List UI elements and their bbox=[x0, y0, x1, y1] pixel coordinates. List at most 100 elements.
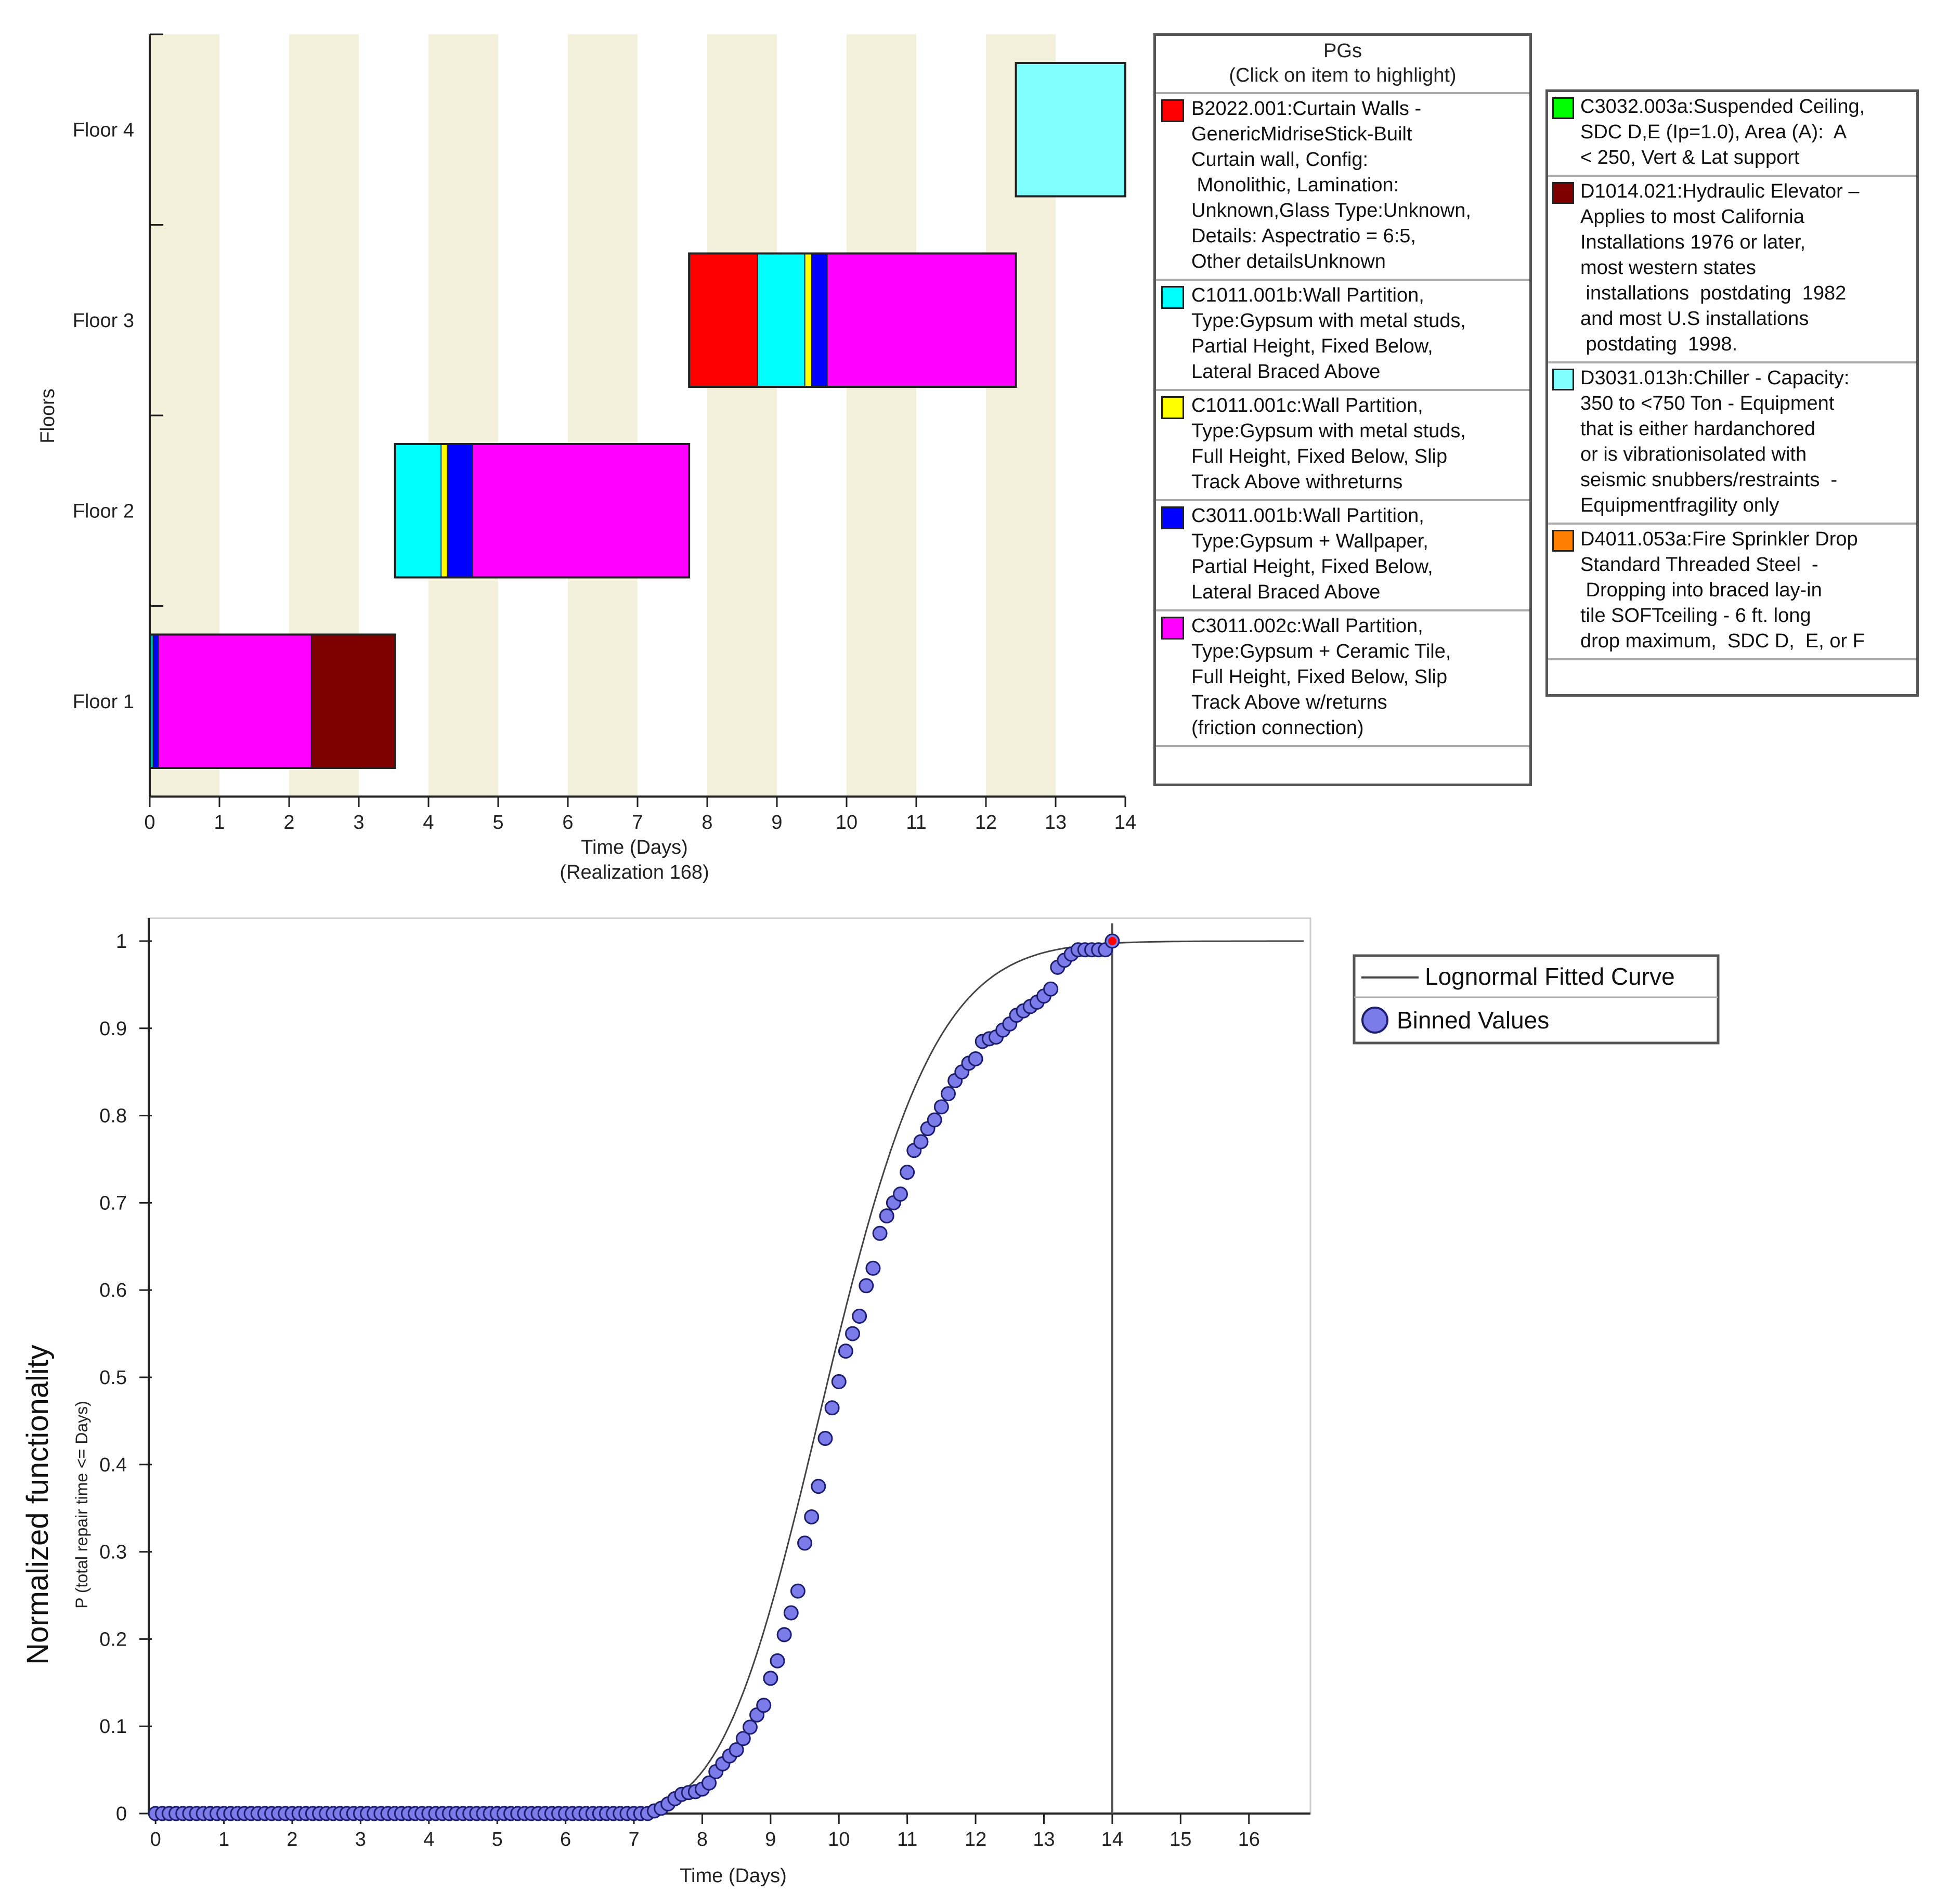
y-tick-label: 0.6 bbox=[99, 1280, 127, 1301]
binned-value-point bbox=[824, 1400, 840, 1416]
repair-segment[interactable] bbox=[152, 634, 159, 769]
pg-legend-text-line: Type:Gypsum with metal studs, bbox=[1191, 310, 1466, 332]
y-tick-label: 0 bbox=[116, 1803, 127, 1825]
pg-legend-left-items: B2022.001:Curtain Walls - GenericMidriseS… bbox=[1156, 94, 1529, 747]
x-tick-label: 7 bbox=[628, 1829, 639, 1850]
binned-value-point bbox=[893, 1186, 908, 1202]
binned-value-point bbox=[879, 1208, 894, 1224]
repair-segment[interactable] bbox=[440, 443, 448, 578]
x-tick-label: 2 bbox=[287, 1829, 297, 1850]
x-tick-label: 12 bbox=[975, 812, 997, 833]
pg-legend-text-line: C3011.001b:Wall Partition, bbox=[1191, 505, 1424, 527]
binned-value-point bbox=[742, 1719, 758, 1735]
x-tick-label: 7 bbox=[632, 812, 643, 833]
repair-segment[interactable] bbox=[804, 253, 812, 388]
pg-legend-text-line: Standard Threaded Steel - bbox=[1580, 554, 1818, 576]
y-tick-label: 0.8 bbox=[99, 1105, 127, 1127]
x-tick-label: 3 bbox=[353, 812, 364, 833]
pg-legend-text-line: < 250, Vert & Lat support bbox=[1580, 147, 1800, 168]
floor-label: Floor 1 bbox=[73, 691, 134, 713]
pg-legend-text-line: Type:Gypsum + Ceramic Tile, bbox=[1191, 641, 1451, 662]
y-tick-label: 0.4 bbox=[99, 1454, 127, 1476]
pg-color-swatch bbox=[1161, 99, 1184, 122]
x-tick-label: 4 bbox=[423, 1829, 434, 1850]
pg-legend-text-line: Applies to most California bbox=[1580, 206, 1804, 228]
pg-legend-text-line: drop maximum, SDC D, E, or F bbox=[1580, 630, 1865, 652]
repair-segment[interactable] bbox=[688, 253, 758, 388]
y-axis-subtitle: P (total repair time <= Days) bbox=[72, 1401, 91, 1609]
binned-value-point bbox=[852, 1309, 867, 1324]
pg-color-swatch bbox=[1161, 617, 1184, 640]
binned-value-point bbox=[763, 1671, 778, 1686]
cdf-legend bbox=[1353, 954, 1720, 1045]
pg-color-swatch bbox=[1552, 97, 1574, 119]
pg-legend-text-line: Lateral Braced Above bbox=[1191, 581, 1381, 603]
binned-value-point bbox=[968, 1051, 983, 1067]
x-tick-label: 6 bbox=[560, 1829, 571, 1850]
pg-legend-item[interactable]: D1014.021:Hydraulic Elevator – Applies to… bbox=[1548, 177, 1916, 363]
x-tick-label: 15 bbox=[1170, 1829, 1191, 1850]
pg-legend-item[interactable]: C1011.001c:Wall Partition, Type:Gypsum wi… bbox=[1156, 391, 1529, 501]
floor-block-outline bbox=[149, 633, 396, 770]
pg-legend-item[interactable]: C3032.003a:Suspended Ceiling, SDC D,E (Ip… bbox=[1548, 92, 1916, 177]
plot-area bbox=[148, 917, 1311, 1815]
x-tick-label: 9 bbox=[771, 812, 782, 833]
repair-segment[interactable] bbox=[472, 443, 690, 578]
x-tick-label: 8 bbox=[701, 812, 712, 833]
pg-legend-text-line: or is vibrationisolated with bbox=[1580, 444, 1807, 465]
repair-segment[interactable] bbox=[310, 634, 396, 769]
pg-legend-text-line: Full Height, Fixed Below, Slip bbox=[1191, 666, 1448, 688]
x-tick-label: 10 bbox=[828, 1829, 850, 1850]
x-tick-label: 10 bbox=[836, 812, 857, 833]
pg-legend-text-line: C1011.001c:Wall Partition, bbox=[1191, 395, 1423, 416]
pg-legend-hint: (Click on item to highlight) bbox=[1229, 64, 1457, 86]
pg-legend-item[interactable]: B2022.001:Curtain Walls - GenericMidriseS… bbox=[1156, 94, 1529, 281]
binned-value-point bbox=[859, 1278, 874, 1294]
repair-segment[interactable] bbox=[447, 443, 473, 578]
pg-color-swatch bbox=[1552, 530, 1574, 552]
pg-legend-item[interactable]: C3011.002c:Wall Partition, Type:Gypsum + … bbox=[1156, 611, 1529, 747]
binned-value-point bbox=[838, 1344, 853, 1359]
binned-value-point bbox=[790, 1583, 805, 1599]
floor-label: Floor 4 bbox=[73, 119, 134, 141]
x-tick-label: 14 bbox=[1101, 1829, 1123, 1850]
binned-value-point bbox=[900, 1165, 915, 1180]
pg-legend-text-line: Monolithic, Lamination: bbox=[1191, 174, 1399, 196]
pg-legend-item[interactable]: C3011.001b:Wall Partition, Type:Gypsum + … bbox=[1156, 501, 1529, 611]
pg-legend-text-line: Full Height, Fixed Below, Slip bbox=[1191, 446, 1448, 467]
pg-legend-text-line: D1014.021:Hydraulic Elevator – bbox=[1580, 180, 1860, 202]
y-tick-label: 1 bbox=[116, 931, 127, 953]
pg-legend-text-line: Partial Height, Fixed Below, bbox=[1191, 556, 1433, 578]
binned-value-point bbox=[927, 1112, 942, 1128]
repair-segment[interactable] bbox=[826, 253, 1017, 388]
x-tick-label: 13 bbox=[1045, 812, 1067, 833]
y-tick-label: 0.2 bbox=[99, 1628, 127, 1650]
x-tick-label: 3 bbox=[355, 1829, 366, 1850]
repair-segment[interactable] bbox=[158, 634, 312, 769]
pg-legend-text-line: Unknown,Glass Type:Unknown, bbox=[1191, 200, 1471, 221]
pg-legend-text-line: B2022.001:Curtain Walls - bbox=[1191, 98, 1422, 120]
binned-value-point bbox=[701, 1775, 717, 1791]
pg-legend-text-line: (friction connection) bbox=[1191, 717, 1364, 739]
pg-legend-text-line: Installations 1976 or later, bbox=[1580, 231, 1806, 253]
y-axis-title: Floors bbox=[37, 388, 59, 444]
pg-legend-text-line: Type:Gypsum + Wallpaper, bbox=[1191, 530, 1428, 552]
x-tick-label: 6 bbox=[562, 812, 573, 833]
pg-legend-item[interactable]: D3031.013h:Chiller - Capacity: 350 to <75… bbox=[1548, 363, 1916, 525]
pg-legend-item[interactable]: C1011.001b:Wall Partition, Type:Gypsum wi… bbox=[1156, 281, 1529, 391]
y-tick-label: 0.5 bbox=[99, 1367, 127, 1389]
x-tick-label: 0 bbox=[144, 812, 155, 833]
repair-segment[interactable] bbox=[757, 253, 805, 388]
pg-legend-text-line: D3031.013h:Chiller - Capacity: bbox=[1580, 367, 1850, 389]
repair-segment[interactable] bbox=[811, 253, 828, 388]
day-stripe bbox=[707, 34, 777, 797]
pg-legend-text-line: Equipmentfragility only bbox=[1580, 494, 1779, 516]
x-tick-label: 11 bbox=[897, 1829, 917, 1850]
x-tick-label: 2 bbox=[283, 812, 294, 833]
repair-segment[interactable] bbox=[1015, 62, 1126, 197]
repair-time-cdf-chart: 00.10.20.30.40.50.60.70.80.910 1 2 3 4 5 6 7 8 9 1… bbox=[21, 917, 1720, 1887]
pg-legend-item[interactable]: D4011.053a:Fire Sprinkler Drop Standard T… bbox=[1548, 525, 1916, 660]
repair-segment[interactable] bbox=[394, 443, 442, 578]
